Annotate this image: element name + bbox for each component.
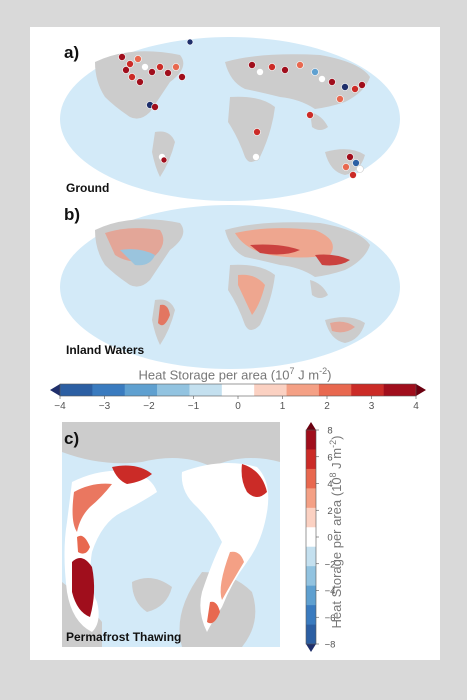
vcolorbar-segment: [306, 527, 316, 548]
permafrost-region: [64, 463, 269, 632]
vcolorbar-tick-label: −8: [325, 640, 336, 651]
vcolorbar-title-units: J m: [329, 447, 345, 473]
panel-a-caption: Ground: [66, 181, 110, 195]
vcolorbar-tick-label: 8: [327, 426, 332, 437]
hcolorbar-tick-label: −1: [188, 401, 200, 412]
hcolorbar-segment: [92, 384, 126, 396]
vcolorbar-segment: [306, 507, 316, 528]
vcolorbar-tick-label: −2: [325, 559, 336, 570]
hcolorbar-segment: [254, 384, 287, 396]
figure-sheet: a) Ground b) Inland Waters Heat Storage …: [30, 27, 440, 660]
panel-b-caption: Inland Waters: [66, 343, 145, 357]
hcolorbar-segment: [60, 384, 93, 396]
panel-b-label: b): [64, 205, 81, 224]
colorbar-title-close: ): [327, 367, 332, 383]
vcolorbar-tick-label: −4: [325, 586, 336, 597]
horizontal-colorbar-title: Heat Storage per area (107 J m-2): [30, 366, 440, 382]
hcolorbar-segment: [383, 384, 417, 396]
hcolorbar-tick-label: −4: [54, 401, 66, 412]
panel-c-caption: Permafrost Thawing: [66, 630, 182, 644]
colorbar-title-units-exponent: -2: [319, 366, 328, 376]
hcolorbar-tick-label: 1: [280, 401, 286, 412]
vcolorbar-title-text: Heat Storage per area (10: [329, 477, 345, 629]
hcolorbar-tick-label: 3: [369, 401, 375, 412]
vcolorbar-tick-label: 6: [327, 452, 332, 463]
ground-stations: [118, 38, 366, 179]
hcolorbar-tick-label: −3: [99, 401, 111, 412]
hcolorbar-segment: [221, 384, 255, 396]
vcolorbar-high-arrow: [306, 422, 316, 430]
vcolorbar-segment: [306, 585, 316, 606]
hcolorbar-segment: [189, 384, 223, 396]
vcolorbar-segment: [306, 468, 316, 489]
inland-water-heat: [105, 228, 355, 333]
vcolorbar-segment: [306, 546, 316, 567]
vcolorbar-tick-label: 4: [327, 479, 332, 490]
vcolorbar-tick-label: 2: [327, 506, 332, 517]
vcolorbar-segment: [306, 566, 316, 586]
colorbar-title-text: Heat Storage per area (10: [138, 367, 290, 383]
hcolorbar-segment: [157, 384, 190, 396]
hcolorbar-segment: [286, 384, 320, 396]
hcolorbar-tick-label: −2: [143, 401, 155, 412]
panel-c-label: c): [64, 429, 80, 448]
inland-waters-map: [60, 205, 400, 369]
horizontal-colorbar: −4 −3 −2 −1 0 1 2 3 4: [50, 383, 426, 412]
hcolorbar-low-arrow: [50, 384, 60, 396]
vcolorbar-low-arrow: [306, 644, 316, 652]
hcolorbar-segment: [124, 384, 158, 396]
panel-a-label: a): [64, 43, 80, 62]
vcolorbar-tick-label: −6: [325, 613, 336, 624]
vcolorbar-title-close: ): [329, 435, 345, 440]
hcolorbar-segment: [351, 384, 384, 396]
vcolorbar-segment: [306, 430, 316, 450]
vcolorbar-segment: [306, 449, 316, 470]
vcolorbar-title-units-exponent: -2: [327, 439, 338, 448]
hcolorbar-tick-label: 4: [413, 401, 419, 412]
vcolorbar-title-exponent: 8: [327, 472, 338, 478]
colorbar-title-units: J m: [294, 367, 320, 383]
vcolorbar-tick-label: 0: [327, 533, 332, 544]
colorbar-title-exponent: 7: [289, 366, 295, 376]
hcolorbar-high-arrow: [416, 384, 426, 396]
vcolorbar-segment: [306, 624, 316, 645]
hcolorbar-tick-label: 0: [235, 401, 241, 412]
vertical-colorbar: 8 6 4 2 0 −2 −4 −6 −8: [305, 422, 336, 652]
hcolorbar-tick-label: 2: [324, 401, 330, 412]
hcolorbar-segment: [318, 384, 352, 396]
vcolorbar-segment: [306, 488, 316, 509]
permafrost-map: [62, 422, 280, 647]
vcolorbar-segment: [306, 605, 316, 625]
ground-map: [60, 37, 400, 201]
